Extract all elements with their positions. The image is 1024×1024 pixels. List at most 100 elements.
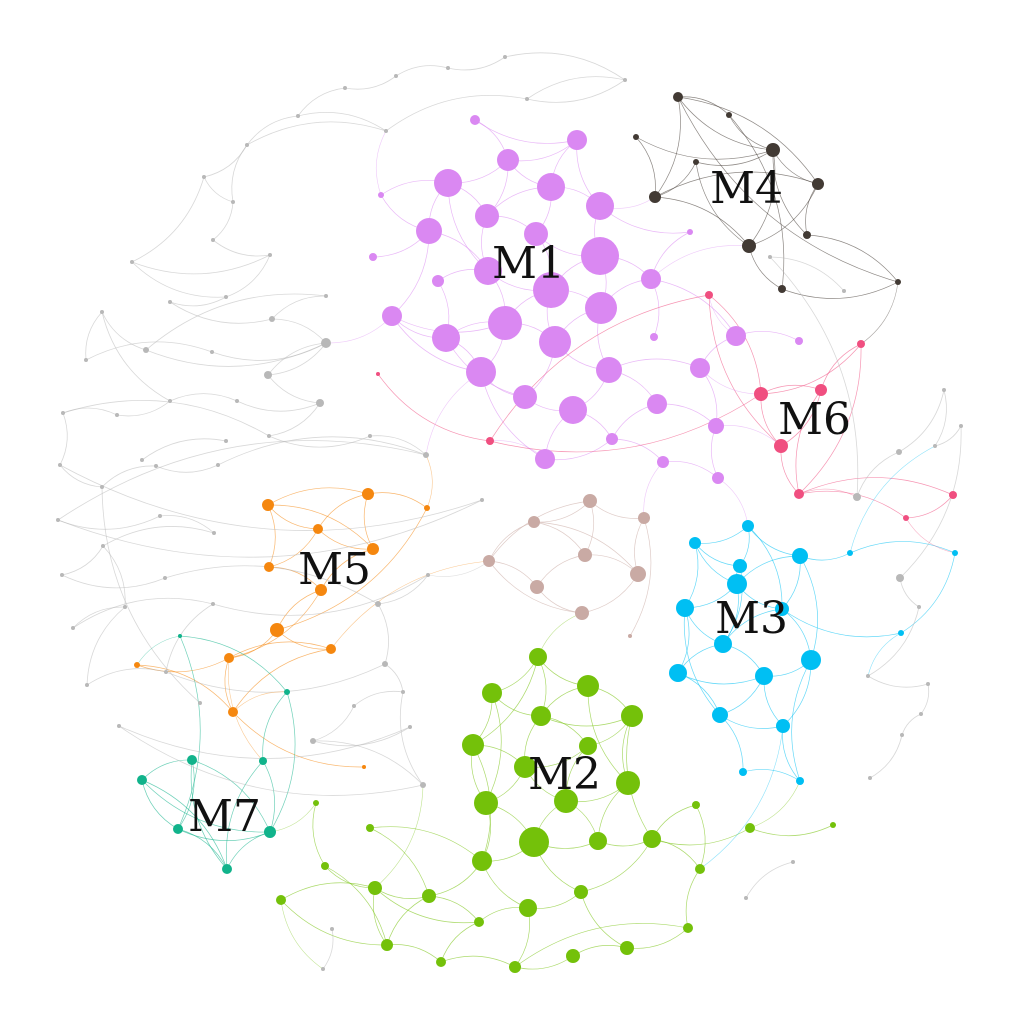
node-m1 (795, 337, 803, 345)
edge-m7 (141, 779, 271, 833)
node-unclustered (926, 682, 930, 686)
node-unclustered (503, 55, 507, 59)
node-m5 (326, 644, 336, 654)
edge-unclustered (72, 606, 126, 629)
node-m5 (362, 488, 374, 500)
edge-cross (699, 725, 784, 870)
edge-unclustered (377, 574, 429, 605)
edge-m4 (677, 96, 819, 185)
edge-unclustered (231, 144, 248, 203)
node-m5 (270, 623, 284, 637)
node-m5 (367, 543, 379, 555)
node-m7 (284, 689, 290, 695)
edge-cross (749, 780, 801, 829)
edge-unlabeled-brown (488, 500, 591, 562)
edge-unlabeled-brown (488, 560, 583, 614)
edge-unclustered (312, 705, 355, 742)
edge-unclustered (384, 663, 404, 693)
node-m7 (187, 755, 197, 765)
edge-m5 (267, 487, 369, 506)
edge-unclustered (447, 56, 506, 71)
edge-unclustered (267, 342, 327, 376)
node-unclustered (123, 605, 127, 609)
node-unclustered (352, 704, 356, 708)
edge-unclustered (57, 515, 161, 530)
node-m2 (519, 827, 549, 857)
node-m1 (475, 204, 499, 228)
node-unlabeled-brown (483, 555, 495, 567)
edge-m2 (280, 899, 388, 946)
node-unclustered (623, 78, 627, 82)
edge-m4 (654, 161, 697, 198)
edge-cross (374, 784, 424, 889)
edge-m4 (654, 171, 819, 198)
edge-m1 (474, 119, 578, 144)
edge-m4 (635, 136, 656, 198)
edge-m1 (611, 438, 664, 463)
node-m7 (178, 634, 182, 638)
node-m5 (134, 662, 140, 668)
edge-unlabeled-brown (533, 500, 591, 523)
edge-unclustered (369, 435, 427, 456)
node-m1 (537, 173, 565, 201)
node-m1 (647, 394, 667, 414)
edge-m3 (781, 608, 902, 638)
edge-m3 (719, 714, 744, 773)
edge-unclustered (101, 465, 157, 488)
node-unlabeled-brown (530, 580, 544, 594)
nodes-layer (56, 55, 963, 973)
edge-m5 (232, 648, 332, 713)
edge-m2 (324, 865, 376, 889)
edge-unclustered (297, 87, 346, 117)
edge-m5 (267, 504, 374, 550)
node-m6 (815, 384, 827, 396)
node-m3 (714, 635, 732, 653)
edge-unclustered (745, 861, 794, 899)
edge-m7 (141, 779, 179, 830)
edge-m1 (650, 278, 737, 337)
node-unclustered (420, 782, 426, 788)
node-unclustered (959, 424, 963, 428)
edge-cross (136, 635, 181, 666)
node-m2 (462, 734, 484, 756)
edge-m2 (440, 955, 516, 968)
edge-unclustered (526, 79, 626, 103)
node-m5 (262, 499, 274, 511)
edge-m1 (608, 358, 701, 371)
edge-m3 (849, 541, 956, 554)
edge-unlabeled-brown (488, 560, 538, 588)
node-unclustered (216, 463, 220, 467)
node-m6 (754, 387, 768, 401)
node-unlabeled-brown (628, 634, 632, 638)
edge-unclustered (101, 311, 171, 402)
node-m4 (742, 239, 756, 253)
node-unclustered (310, 738, 316, 744)
node-m2 (474, 791, 498, 815)
node-m4 (693, 159, 699, 165)
node-m3 (689, 537, 701, 549)
edge-unclustered (769, 256, 845, 292)
edge-m2 (685, 868, 701, 929)
module-label-m7: M7 (188, 791, 261, 842)
node-unclustered (401, 690, 405, 694)
edge-m2 (312, 802, 326, 867)
node-m2 (321, 862, 329, 870)
edge-cross (280, 899, 324, 970)
node-m4 (812, 178, 824, 190)
node-m2 (616, 771, 640, 795)
edge-unclustered (377, 603, 389, 665)
edge-unclustered (131, 261, 227, 298)
edge-unclustered (169, 301, 273, 324)
edge-unclustered (353, 690, 404, 707)
edge-m4 (781, 281, 899, 299)
edge-m2 (369, 826, 483, 862)
node-unclustered (168, 399, 172, 403)
node-m2 (531, 706, 551, 726)
edge-m7 (191, 759, 271, 833)
node-m3 (898, 630, 904, 636)
node-unclustered (343, 86, 347, 90)
node-unclustered (917, 605, 921, 609)
edge-unclustered (899, 577, 920, 608)
node-m5 (362, 765, 366, 769)
edge-m4 (654, 96, 681, 198)
